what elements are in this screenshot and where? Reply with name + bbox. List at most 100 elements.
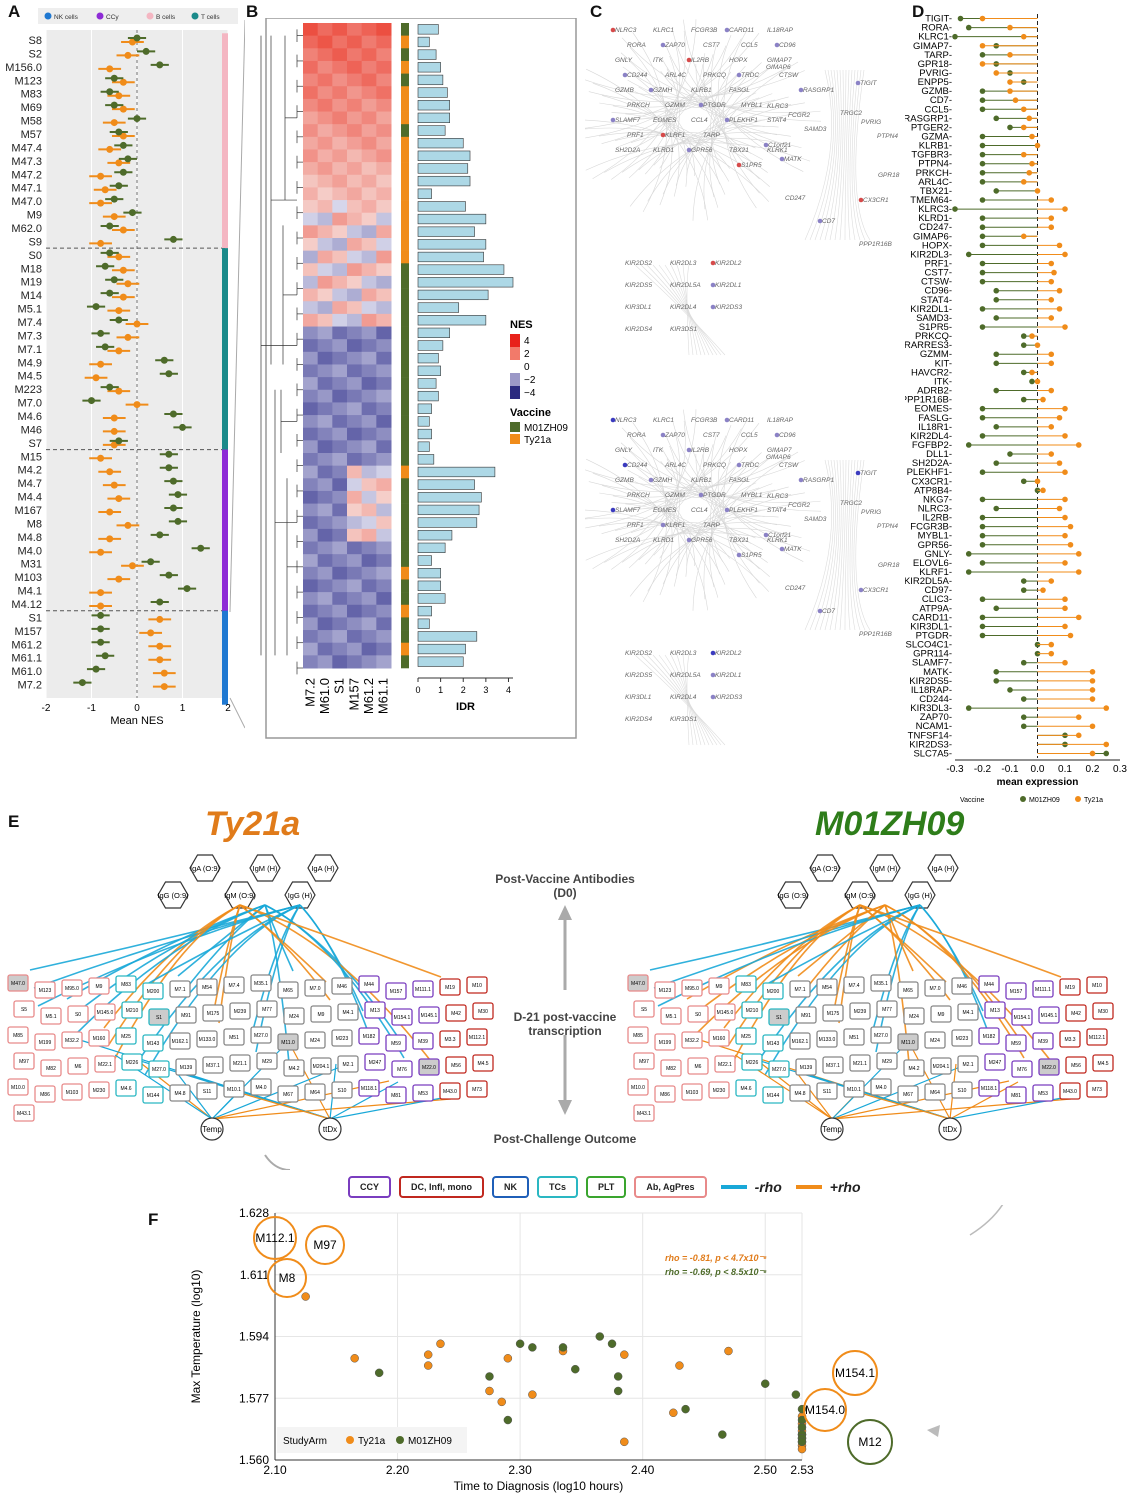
m01-point	[993, 669, 1000, 675]
heatmap-cell	[317, 617, 333, 631]
ty-point	[92, 374, 100, 382]
row-label: M167	[14, 505, 42, 517]
network-edge	[710, 71, 732, 172]
gene-node-label: FCGR3B	[691, 27, 718, 34]
module-label: M65	[283, 988, 293, 994]
heatmap-cell	[376, 630, 392, 644]
heatmap-cell	[332, 275, 348, 290]
gene-label: KLRD1-	[918, 213, 952, 224]
module-label: M239	[854, 1009, 867, 1015]
network-edge-kir	[652, 264, 714, 356]
annotation-label: M8	[279, 1271, 296, 1285]
module-label: M226	[746, 1060, 759, 1066]
nes-tick: 2	[524, 349, 530, 360]
network-edge-right	[819, 459, 838, 631]
module-label: M30	[478, 1009, 488, 1015]
ty-point	[1048, 360, 1055, 367]
module-label: M39	[1038, 1039, 1048, 1045]
gene-node-label: GZMB	[615, 87, 634, 94]
antibody-node-label: IgG (O:9)	[157, 891, 189, 900]
module-box	[1086, 976, 1108, 994]
module-label: M111.1	[415, 987, 431, 993]
module-box	[660, 1007, 682, 1025]
network-edge-kir	[652, 654, 714, 746]
network-edge	[588, 67, 787, 102]
vaccine-annotation	[401, 149, 409, 163]
ty-point	[1007, 79, 1013, 85]
network-edge	[601, 45, 727, 144]
heatmap-cell	[361, 592, 377, 606]
gene-node-label: TIGIT	[860, 80, 878, 87]
module-label: M139	[800, 1065, 813, 1071]
module-label: M46	[337, 984, 347, 990]
module-label: M81	[1011, 1093, 1021, 1099]
gene-label: ZAP70-	[920, 712, 952, 723]
gene-node-label: CCL4	[691, 507, 708, 514]
row-label: M18	[21, 263, 42, 275]
gene-node-label: CTSW	[779, 72, 799, 79]
m01-point	[1020, 396, 1027, 403]
gene-label: KLRB1-	[919, 141, 952, 152]
data-point-Ty21a	[675, 1361, 684, 1370]
gene-label: TIGIT-	[925, 14, 952, 25]
heatmap-cell	[303, 490, 319, 505]
gene-node-dot	[710, 650, 716, 656]
ty-point	[156, 642, 164, 650]
gene-node-label: TARP	[703, 522, 721, 529]
module-box	[924, 979, 946, 997]
heatmap-cell	[317, 566, 333, 580]
network-edge-right	[839, 459, 847, 631]
heatmap-cell	[303, 98, 319, 113]
m01-point	[979, 560, 986, 566]
gene-label: NLRC3-	[918, 503, 952, 514]
module-box	[142, 1086, 164, 1104]
heatmap-cell	[361, 187, 377, 201]
heatmap-cell	[317, 60, 333, 75]
heatmap-cell	[317, 111, 333, 125]
heatmap-cell	[347, 415, 363, 429]
data-point-Ty21a	[436, 1339, 445, 1349]
ty-point	[1048, 278, 1055, 285]
module-box	[1065, 1056, 1087, 1074]
x-tick: 2	[225, 703, 231, 714]
heatmap-cell	[303, 48, 319, 62]
annotation-circle	[832, 1350, 878, 1396]
module-box	[7, 974, 29, 992]
gene-label: FASLG-	[918, 413, 952, 424]
ty-point	[119, 78, 127, 86]
module-box	[924, 1083, 946, 1101]
antibody-node	[189, 854, 221, 882]
m01-point	[979, 596, 986, 603]
heatmap-cell	[347, 326, 363, 340]
idr-bar	[417, 163, 469, 174]
module-label: M73	[472, 1087, 482, 1093]
module-box	[708, 1081, 730, 1099]
gene-label: KIR3DL1-	[910, 621, 952, 632]
gene-node-label: EOMES	[653, 117, 677, 124]
legend-plt: PLT	[586, 1176, 627, 1198]
module-box	[304, 1031, 326, 1049]
heatmap-cell	[361, 389, 377, 403]
gene-node-label: CX3CR1	[863, 197, 889, 204]
gene-node-dot	[736, 72, 742, 78]
gene-node-dot	[855, 80, 861, 86]
heatmap-cell	[303, 124, 319, 138]
heatmap-cell	[332, 60, 348, 75]
y-tick: 1.594	[239, 1330, 269, 1344]
module-box	[418, 1006, 440, 1024]
m01-point	[101, 343, 109, 351]
gene-label: ARL4C-	[918, 177, 952, 188]
heatmap-cell	[376, 415, 392, 429]
network-edge-right	[804, 69, 832, 241]
ty-point	[97, 589, 105, 597]
ty-point	[993, 70, 1000, 76]
m01-point	[165, 464, 173, 472]
gene-node-label: PRKCH	[627, 102, 650, 109]
m01-point	[979, 215, 986, 221]
network-edge	[711, 65, 746, 185]
row-label: M69	[21, 102, 42, 114]
heatmap-cell	[332, 187, 348, 201]
correlation-edge	[919, 904, 988, 1030]
module-box	[870, 1026, 892, 1044]
module-box	[816, 1030, 838, 1048]
